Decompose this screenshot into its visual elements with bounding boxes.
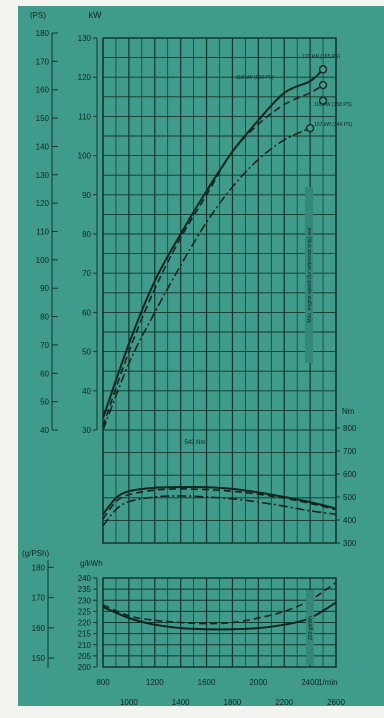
ps-tick-label: 50	[40, 398, 49, 407]
rpm-tick-label: 1200	[146, 678, 164, 687]
rpm-tick-label: 2600	[327, 698, 345, 707]
ps-tick-label: 90	[40, 284, 49, 293]
nm-tick-label: 300	[343, 539, 357, 548]
axis-layer: 30 40 50 60 70 80 90 100 110 120 130 kW 40 50 60 70 80 90…	[22, 10, 357, 707]
kw-tick-label: 60	[82, 308, 91, 317]
gkwh-tick-label: 215	[78, 630, 92, 639]
ps-tick-label: 170	[36, 57, 50, 66]
torque-series-dashed	[102, 488, 337, 520]
kw-tick-label: 80	[82, 230, 91, 239]
gpsh-tick-label: 180	[32, 563, 46, 572]
power-end-marker	[318, 96, 328, 105]
gkwh-tick-label: 220	[78, 619, 92, 628]
ps-tick-label: 150	[36, 114, 50, 123]
kw-tick-label: 50	[82, 348, 91, 357]
rpm-tick-label: 1400	[172, 698, 190, 707]
ps-tick-label: 160	[36, 86, 50, 95]
fuel-series-dashed	[102, 581, 337, 625]
power-label: 107 kW (146 PS)	[314, 122, 352, 128]
gkwh-tick-label: 225	[78, 607, 92, 616]
ps-tick-label: 100	[36, 256, 50, 265]
rpm-tick-label: 1000	[120, 698, 138, 707]
ps-unit-label: (PS)	[30, 11, 46, 20]
nm-unit-label: Nm	[342, 407, 355, 416]
ps-tick-label: 40	[40, 426, 49, 435]
gkwh-tick-label: 210	[78, 641, 92, 650]
rpm-unit-label: 1/min	[318, 678, 338, 687]
rpm-tick-label: 2400	[301, 678, 319, 687]
torque-series-solid	[102, 486, 337, 515]
fuel-frame	[102, 577, 337, 668]
gpsh-unit-label: (g/PSh)	[22, 549, 49, 558]
gkwh-tick-label: 200	[78, 663, 92, 672]
rpm-tick-label: 1800	[224, 698, 242, 707]
kw-tick-label: 110	[78, 112, 91, 121]
ps-tick-label: 130	[36, 171, 50, 180]
rpm-tick-label: 2000	[249, 678, 267, 687]
nm-tick-label: 700	[343, 447, 357, 456]
rpm-tick-label: 800	[96, 678, 110, 687]
torque-peak-label: 543 Nm	[184, 440, 205, 446]
ps-tick-label: 80	[40, 313, 49, 322]
ps-tick-label: 180	[36, 29, 50, 38]
rpm-tick-label: 1600	[198, 678, 216, 687]
power-series-solid	[102, 68, 324, 419]
nm-tick-label: 600	[343, 470, 357, 479]
fuel-note-box	[306, 590, 314, 665]
ps-tick-label: 120	[36, 199, 50, 208]
gpsh-tick-label: 160	[32, 624, 46, 633]
power-label: 121 kW (165 PS)	[302, 54, 340, 60]
kw-tick-label: 70	[82, 269, 91, 278]
power-series-dashed	[102, 84, 324, 427]
ps-tick-label: 70	[40, 341, 49, 350]
chart-background	[18, 6, 384, 706]
nm-tick-label: 400	[343, 516, 357, 525]
fuel-note-text: 220 g/kWh	[308, 616, 314, 640]
nm-tick-label: 800	[343, 424, 357, 433]
upper-frame	[102, 37, 337, 544]
power-end-marker	[318, 65, 328, 74]
gkwh-tick-label: 230	[78, 596, 92, 605]
power-label: 118 kW (160 PS)	[236, 75, 274, 81]
ps-tick-label: 110	[36, 228, 49, 237]
speed-note-text: Max. engine speed (for reference only) s…	[307, 227, 313, 323]
power-label: 116 kW (158 PS)	[314, 102, 352, 108]
kw-tick-label: 90	[82, 191, 91, 200]
kw-tick-label: 120	[78, 73, 92, 82]
gkwh-unit-label: g/kWh	[80, 559, 103, 568]
kw-unit-label: kW	[89, 10, 103, 20]
speed-note-box	[305, 187, 313, 363]
gpsh-tick-label: 150	[32, 654, 46, 663]
power-end-marker	[318, 80, 328, 90]
power-series-dash-dot	[102, 127, 311, 431]
grid-layer	[102, 37, 337, 668]
kw-tick-label: 100	[78, 152, 92, 161]
torque-series-dash-dot	[102, 495, 337, 527]
rpm-tick-label: 2200	[275, 698, 293, 707]
ps-tick-label: 60	[40, 369, 49, 378]
gkwh-tick-label: 235	[78, 585, 92, 594]
power-end-marker	[305, 123, 315, 133]
ps-tick-label: 140	[36, 142, 50, 151]
annotation-layer: 121 kW (165 PS) 118 kW (160 PS) 116 kW (15…	[184, 54, 352, 665]
kw-tick-label: 30	[82, 426, 91, 435]
kw-tick-label: 130	[78, 34, 92, 43]
gkwh-tick-label: 205	[78, 652, 92, 661]
gpsh-tick-label: 170	[32, 594, 46, 603]
nm-tick-label: 500	[343, 493, 357, 502]
series-layer	[102, 68, 337, 631]
kw-tick-label: 40	[82, 387, 91, 396]
gkwh-tick-label: 240	[78, 574, 92, 583]
fuel-series-solid	[102, 601, 337, 631]
